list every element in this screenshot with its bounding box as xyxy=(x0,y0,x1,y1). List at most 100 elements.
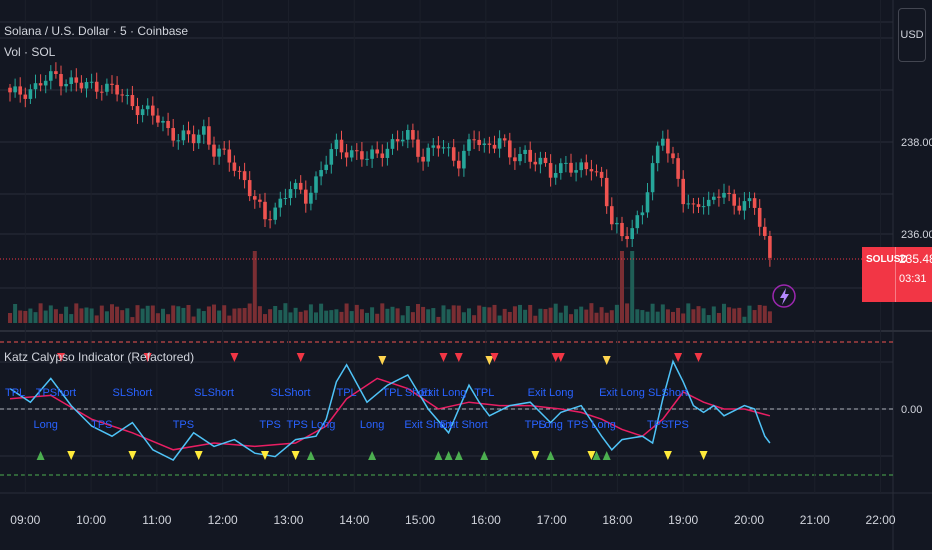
volume-bar xyxy=(405,305,410,323)
candle-body xyxy=(227,149,232,163)
signal-label: TPS Long xyxy=(567,419,616,431)
volume-bar xyxy=(339,311,344,323)
volume-bar xyxy=(732,308,737,323)
signal-label: Exit Short xyxy=(404,419,452,431)
candle xyxy=(349,145,354,162)
candle-body xyxy=(59,74,63,87)
volume-bar xyxy=(660,304,665,323)
signal-label: Exit Long xyxy=(599,387,645,399)
candle-body xyxy=(416,139,420,157)
volume-bar xyxy=(324,310,329,323)
candle-body xyxy=(171,128,175,141)
candle xyxy=(293,179,298,198)
candle xyxy=(298,175,303,194)
chart-title: Solana / U.S. Dollar · 5 · Coinbase xyxy=(4,24,189,38)
candle xyxy=(385,142,390,166)
candle xyxy=(395,130,400,151)
candle xyxy=(33,74,38,99)
candle-body xyxy=(446,147,451,149)
volume-bar xyxy=(711,306,716,323)
volume-bar xyxy=(589,303,594,323)
candle-body xyxy=(268,219,272,221)
volume-bar xyxy=(630,251,635,323)
candle xyxy=(370,145,374,168)
volume-bar xyxy=(314,312,318,323)
candle-body xyxy=(79,82,84,89)
candle-body xyxy=(33,83,38,90)
candle xyxy=(18,77,22,103)
candle xyxy=(59,65,63,96)
volume-bar xyxy=(757,304,762,323)
candle-body xyxy=(712,196,716,200)
candle xyxy=(630,219,634,247)
candle-body xyxy=(385,148,390,158)
candle-body xyxy=(140,109,145,116)
candle-body xyxy=(615,222,619,225)
candle xyxy=(242,162,247,189)
candle xyxy=(691,197,696,214)
candle-body xyxy=(625,236,629,240)
volume-bar xyxy=(518,304,522,323)
signal-label: TPL xyxy=(337,387,357,399)
signal-label: TPL xyxy=(382,387,402,399)
candle xyxy=(441,139,446,154)
candle-body xyxy=(661,138,665,146)
signal-marker xyxy=(556,353,565,362)
candle-body xyxy=(457,160,461,169)
candle-body xyxy=(604,177,609,207)
candle xyxy=(309,185,313,211)
candle-body xyxy=(757,207,762,227)
candle-body xyxy=(100,91,104,93)
candle-body xyxy=(676,158,680,179)
candle xyxy=(543,152,548,167)
candle-body xyxy=(497,138,502,149)
candle xyxy=(191,125,196,152)
volume-bar xyxy=(329,310,334,323)
volume-bar xyxy=(752,310,757,323)
volume-bars xyxy=(8,251,772,323)
candle xyxy=(569,153,573,177)
candle-body xyxy=(278,198,283,208)
volume-bar xyxy=(89,308,94,323)
candle-body xyxy=(135,106,140,116)
currency-button[interactable]: USD xyxy=(898,8,926,62)
candle xyxy=(406,124,410,149)
candle xyxy=(650,155,655,201)
x-tick-label: 12:00 xyxy=(208,513,238,527)
candle xyxy=(487,136,492,154)
signal-marker xyxy=(485,356,494,365)
signal-label: SLShort xyxy=(271,387,311,399)
candle xyxy=(227,140,232,172)
signal-marker xyxy=(434,451,443,460)
signal-marker xyxy=(444,451,453,460)
candle xyxy=(431,137,436,156)
candle-body xyxy=(161,120,165,123)
candle-body xyxy=(64,83,68,87)
signal-marker xyxy=(587,451,596,460)
candle-body xyxy=(202,126,206,135)
candle xyxy=(553,164,558,185)
volume-bar xyxy=(650,303,655,323)
volume-bar xyxy=(604,312,609,323)
candle xyxy=(696,197,701,214)
signal-marker xyxy=(378,356,387,365)
x-tick-label: 17:00 xyxy=(537,513,567,527)
candle xyxy=(757,199,762,236)
signal-marker xyxy=(306,451,315,460)
candle xyxy=(477,131,481,152)
signal-label: Long xyxy=(538,419,562,431)
candle-body xyxy=(130,95,135,107)
volume-bar xyxy=(579,306,584,323)
candle-body xyxy=(538,157,543,165)
candle xyxy=(145,98,150,116)
candle xyxy=(196,129,201,149)
flash-icon xyxy=(772,284,796,308)
candle xyxy=(38,74,43,92)
volume-bar xyxy=(319,303,324,323)
candle-body xyxy=(355,150,359,152)
candle-body xyxy=(395,139,400,142)
candle xyxy=(28,84,33,104)
x-tick-label: 11:00 xyxy=(142,513,171,527)
volume-bar xyxy=(257,306,262,323)
